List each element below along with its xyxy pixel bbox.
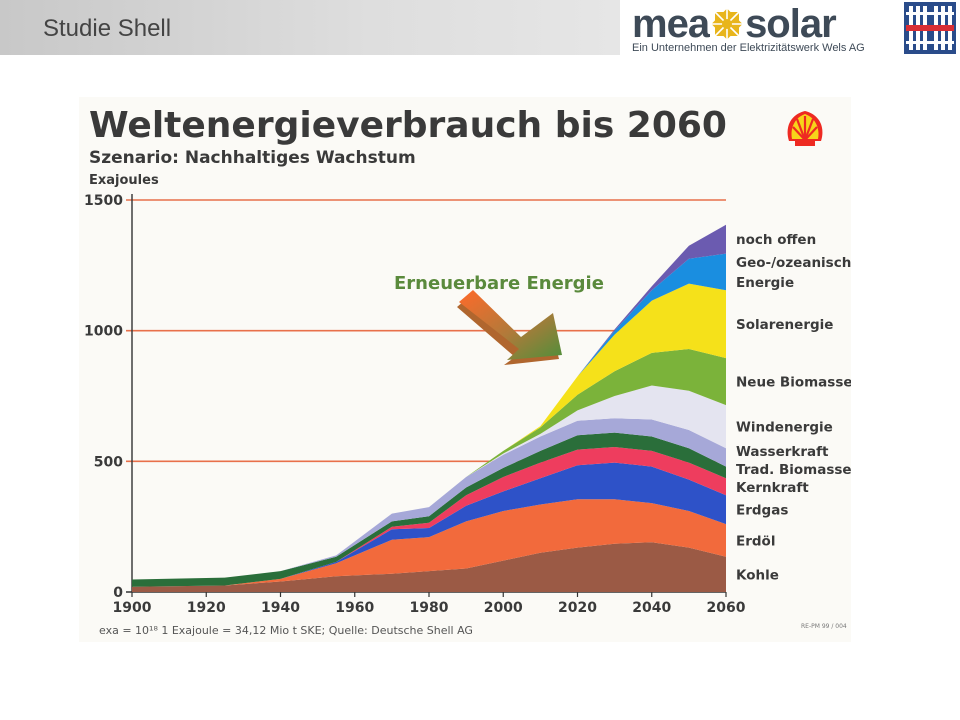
chart-code: RE-PM 99 / 004 — [801, 623, 847, 630]
area-wasserkraft — [132, 418, 726, 580]
energy-area-chart: Weltenergieverbrauch bis 2060 Szenario: … — [84, 105, 851, 637]
x-tick-label: 1960 — [335, 600, 374, 616]
renewable-annotation: Erneuerbare Energie — [394, 273, 604, 294]
slide-title: Studie Shell — [43, 15, 172, 42]
legend-label: Energie — [736, 275, 794, 291]
logo-solar-text: solar — [745, 2, 837, 46]
legend-label: Solarenergie — [736, 317, 833, 333]
x-tick-label: 1940 — [261, 600, 300, 616]
x-tick-label: 1900 — [113, 600, 152, 616]
y-axis-label: Exajoules — [89, 173, 159, 188]
slide-header-bar: Studie Shell — [0, 0, 620, 55]
x-tick-label: 2060 — [707, 600, 746, 616]
y-tick-label: 500 — [94, 454, 123, 470]
area-trad-biomasse — [132, 432, 726, 587]
area-solarenergie — [132, 283, 726, 580]
legend-label: noch offen — [736, 232, 816, 248]
area-kernkraft — [132, 447, 726, 587]
shell-logo-icon — [787, 111, 823, 146]
area-windenergie — [132, 385, 726, 580]
area-kohle — [132, 542, 726, 592]
y-tick-label: 1500 — [84, 193, 123, 209]
chart-panel: Weltenergieverbrauch bis 2060 Szenario: … — [79, 97, 851, 642]
chart-subtitle: Szenario: Nachhaltiges Wachstum — [89, 148, 416, 168]
y-tick-labels: 0 500 1000 1500 — [84, 193, 123, 601]
x-tick-label: 2020 — [558, 600, 597, 616]
logo-mea-text: mea — [632, 2, 710, 46]
chart-footnote: exa = 10¹⁸ 1 Exajoule = 34,12 Mio t SKE;… — [99, 624, 473, 637]
legend-label: Kernkraft — [736, 480, 809, 496]
x-tick-label: 1920 — [187, 600, 226, 616]
x-tick-label: 2000 — [484, 600, 523, 616]
series-legend: Kohle Erdöl Erdgas Kernkraft Trad. Biomasse W… — [736, 232, 851, 583]
area-series — [132, 224, 726, 592]
sun-icon — [710, 7, 745, 41]
x-tick-label: 2040 — [632, 600, 671, 616]
area-neue-biomasse — [132, 349, 726, 580]
legend-label: Windenergie — [736, 420, 833, 436]
x-tick-label: 1980 — [410, 600, 449, 616]
legend-label: Kohle — [736, 567, 779, 583]
y-tick-label: 0 — [113, 585, 123, 601]
legend-label: Erdöl — [736, 533, 775, 549]
company-logo: mea solar Ein Unternehmen der Elektrizit… — [628, 0, 960, 58]
legend-label: Neue Biomasse — [736, 375, 851, 391]
legend-label: Wasserkraft — [736, 444, 829, 460]
legend-label: Trad. Biomasse — [736, 462, 851, 478]
area-erdgas — [132, 462, 726, 587]
logo-tagline: Ein Unternehmen der Elektrizitätswerk We… — [632, 42, 865, 54]
x-tick-labels: 1900 1920 1940 1960 1980 2000 2020 2040 2060 — [113, 592, 746, 616]
area-erdöl — [132, 499, 726, 587]
legend-label: Erdgas — [736, 503, 788, 519]
chart-title: Weltenergieverbrauch bis 2060 — [89, 105, 727, 146]
renewable-arrow-icon — [457, 290, 562, 365]
y-tick-label: 1000 — [84, 324, 123, 340]
area-geo-ozeanische-energie — [132, 253, 726, 580]
legend-label: Geo-/ozeanische — [736, 255, 851, 271]
logo-wordmark: mea solar — [632, 2, 837, 47]
elektrizitaetswerk-icon — [904, 2, 956, 54]
